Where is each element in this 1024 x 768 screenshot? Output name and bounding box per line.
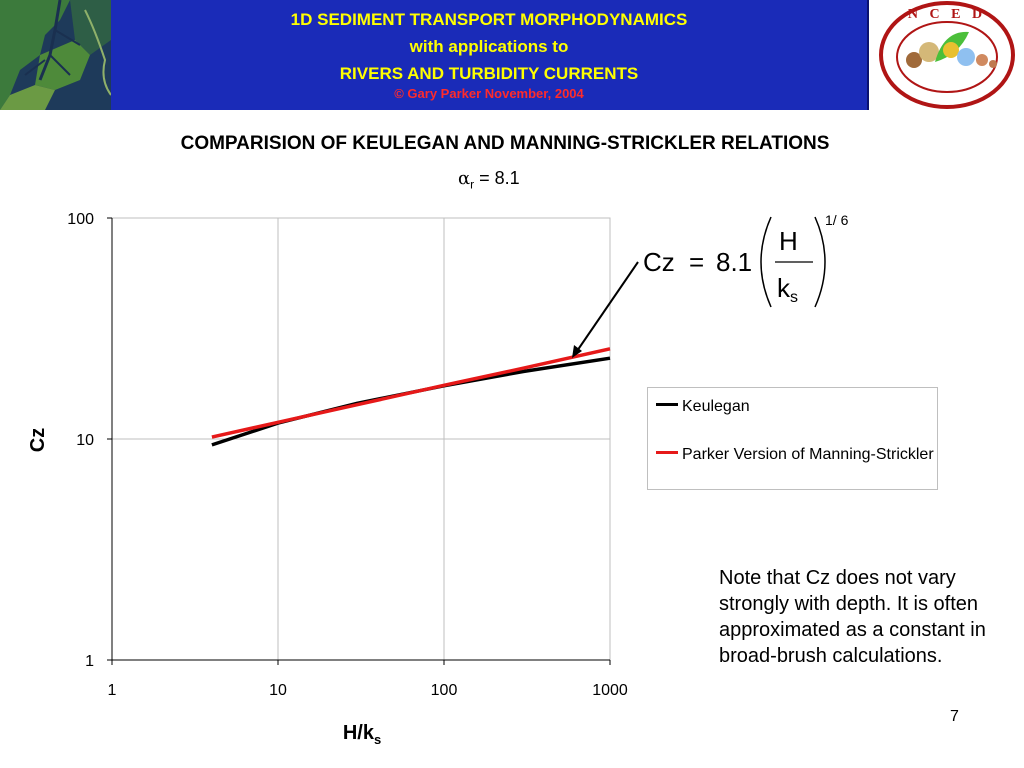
formula-right-paren (814, 216, 826, 308)
y-tick-label: 10 (76, 432, 94, 449)
slide-title: COMPARISION OF KEULEGAN AND MANNING-STRI… (180, 133, 830, 154)
y-axis-label: Cz (27, 428, 49, 452)
gridlines (111, 217, 611, 661)
formula-numerator: H (779, 226, 798, 256)
annotation-arrowhead (572, 345, 582, 358)
series-lines (211, 347, 611, 447)
alpha-subscript: r (470, 177, 475, 192)
explanatory-note: Note that Cz does not vary strongly with… (719, 567, 986, 667)
nced-logo-letters: N C E D (908, 7, 986, 22)
header-banner: 1D SEDIMENT TRANSPORT MORPHODYNAMICS wit… (0, 0, 1024, 110)
banner-title-block: 1D SEDIMENT TRANSPORT MORPHODYNAMICS wit… (111, 0, 869, 110)
formula-equals: = (689, 247, 704, 277)
banner-line-3: RIVERS AND TURBIDITY CURRENTS (339, 64, 639, 83)
x-tick-label: 10 (269, 682, 287, 699)
slide-subtitle: αr = 8.1 (458, 168, 520, 192)
annotation-arrow (574, 261, 639, 355)
y-tick-label: 1 (85, 653, 94, 670)
series-line-manning-strickler (211, 347, 611, 439)
formula-left-paren (760, 216, 772, 308)
formula-coefficient: 8.1 (716, 247, 752, 277)
tick-labels: 1 10 100 1000 1 10 100 (67, 211, 628, 699)
x-axis-label: H/ks (343, 722, 381, 747)
legend-label-manning-strickler: Parker Version of Manning-Strickler (682, 446, 934, 463)
chart-legend: Keulegan Parker Version of Manning-Stric… (647, 387, 938, 490)
x-tick-label: 1000 (592, 682, 628, 699)
banner-line-1: 1D SEDIMENT TRANSPORT MORPHODYNAMICS (290, 10, 688, 29)
formula-exponent: 1/ 6 (825, 212, 849, 228)
y-tick-label: 100 (67, 211, 94, 228)
legend-label-keulegan: Keulegan (682, 398, 750, 415)
alpha-symbol: α (458, 168, 471, 189)
banner-copyright: © Gary Parker November, 2004 (394, 86, 584, 101)
nced-logo (869, 0, 1024, 110)
nced-logo-lettering: N C E D (908, 7, 986, 22)
x-tick-label: 100 (431, 682, 458, 699)
axes (107, 217, 611, 665)
alpha-value: = 8.1 (474, 168, 520, 188)
manning-strickler-formula: Cz = 8.1 H ks 1/ 6 (643, 205, 883, 315)
formula-denominator: ks (777, 273, 798, 306)
legend-swatch-keulegan (656, 403, 678, 406)
satellite-delta-image (0, 0, 112, 110)
legend-swatch-manning-strickler (656, 451, 678, 454)
formula-lhs: Cz (643, 247, 675, 277)
x-tick-label: 1 (108, 682, 117, 699)
page-number: 7 (950, 708, 959, 725)
banner-line-2: with applications to (409, 37, 569, 56)
